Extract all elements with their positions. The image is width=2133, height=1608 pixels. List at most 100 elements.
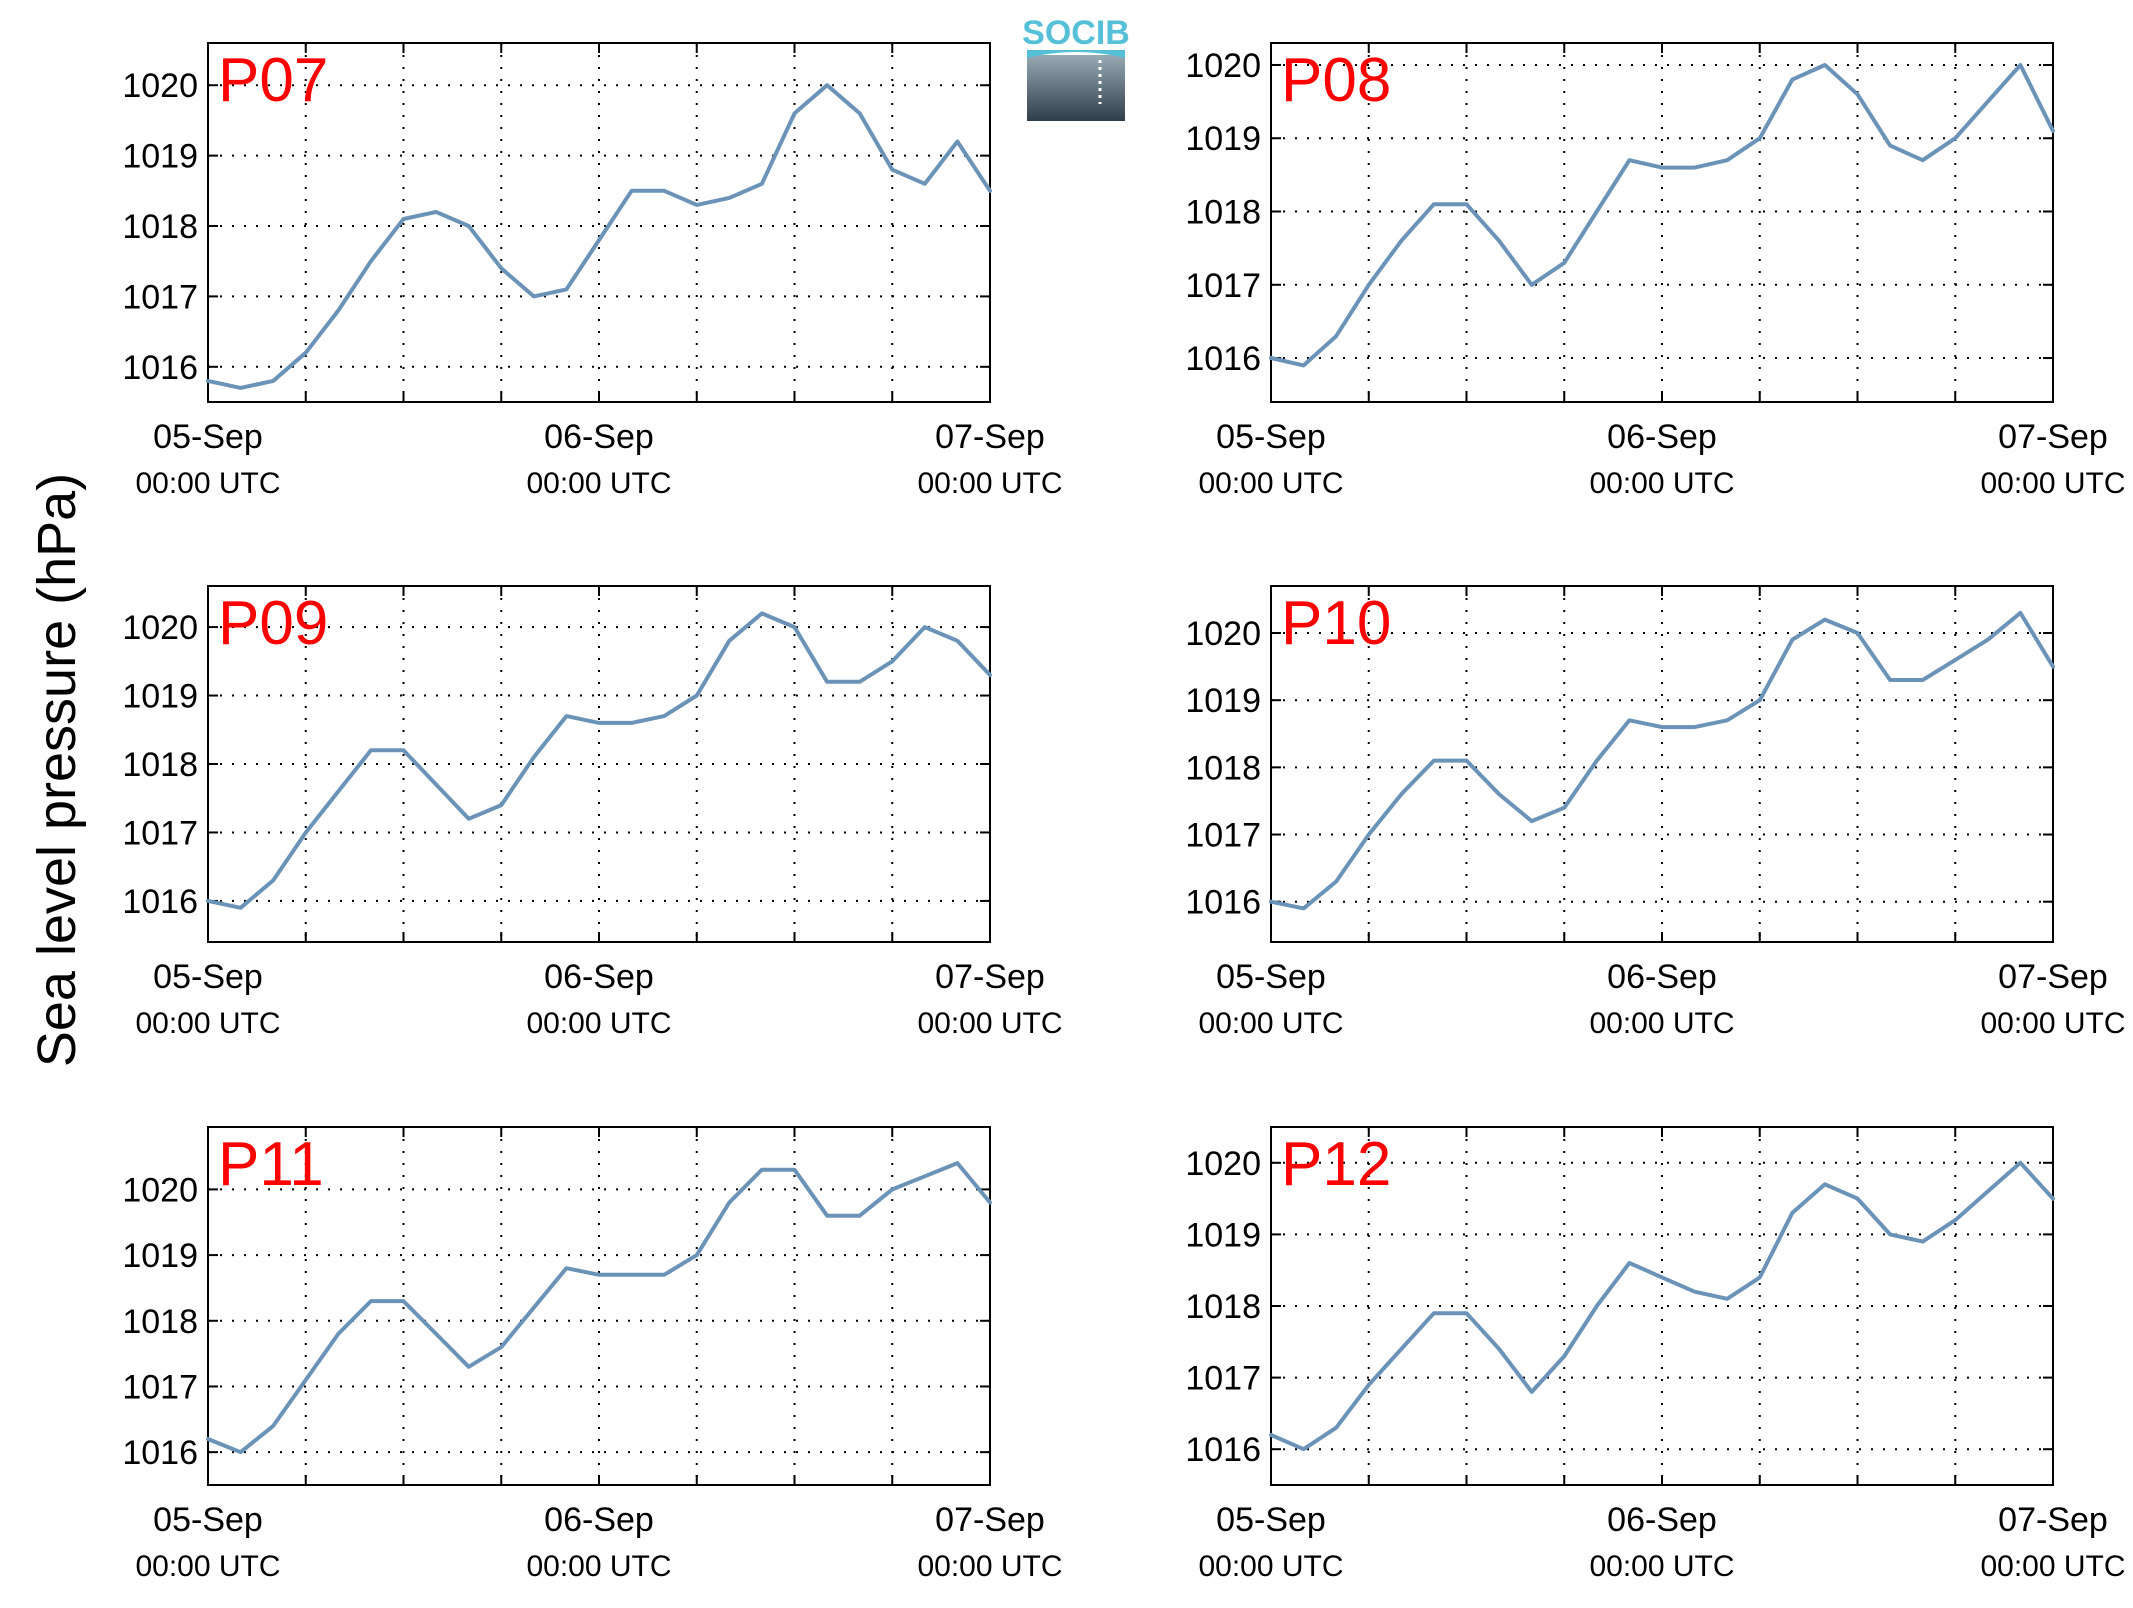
data-point <box>597 1273 601 1277</box>
data-point <box>1432 759 1436 763</box>
data-point <box>662 1273 666 1277</box>
data-point <box>1595 759 1599 763</box>
data-point <box>1888 1232 1892 1236</box>
y-tick-label: 1016 <box>122 1434 198 1472</box>
data-point <box>988 1201 992 1205</box>
panel-label: P12 <box>1281 1130 1391 1199</box>
data-point <box>695 203 699 207</box>
x-tick-label: 05-Sep <box>1216 1501 1326 1539</box>
x-tick-label: 06-Sep <box>544 958 654 996</box>
data-point <box>1953 136 1957 140</box>
data-point <box>1758 698 1762 702</box>
data-point <box>1627 718 1631 722</box>
data-point <box>2051 1197 2055 1201</box>
data-point <box>499 803 503 807</box>
data-point <box>1986 638 1990 642</box>
data-point <box>727 196 731 200</box>
data-point <box>1497 239 1501 243</box>
panel-label: P10 <box>1281 589 1391 658</box>
data-point <box>1269 900 1273 904</box>
x-tick-label: 05-Sep <box>153 1501 263 1539</box>
data-point <box>988 189 992 193</box>
data-point <box>467 817 471 821</box>
data-point <box>336 1332 340 1336</box>
y-axis-label: Sea level pressure (hPa) <box>27 473 87 1067</box>
data-point <box>1856 92 1859 96</box>
data-point <box>304 351 308 355</box>
y-tick-label: 1017 <box>1185 817 1261 855</box>
y-tick-label: 1020 <box>122 67 198 105</box>
data-point <box>499 266 503 270</box>
data-point <box>793 625 796 629</box>
data-point <box>1921 1240 1925 1244</box>
data-point <box>858 111 862 115</box>
data-point <box>564 1266 568 1270</box>
x-tick-sublabel: 00:00 UTC <box>917 1007 1062 1040</box>
data-point <box>1953 658 1957 662</box>
panel-label: P11 <box>218 1130 324 1199</box>
x-tick-label: 07-Sep <box>1998 418 2108 456</box>
x-tick-sublabel: 00:00 UTC <box>1980 1550 2125 1583</box>
data-point <box>532 294 536 298</box>
panel-label: P07 <box>218 46 328 115</box>
data-point <box>858 680 862 684</box>
y-tick-label: 1018 <box>122 746 198 784</box>
data-point <box>239 386 243 390</box>
data-point <box>1530 819 1534 823</box>
data-point <box>271 1424 275 1428</box>
data-point <box>1986 1189 1990 1193</box>
x-tick-sublabel: 00:00 UTC <box>1980 467 2125 500</box>
data-point <box>760 182 764 186</box>
data-point <box>1334 880 1338 884</box>
data-point <box>923 625 927 629</box>
data-point <box>1367 1383 1371 1387</box>
x-tick-label: 06-Sep <box>544 1501 654 1539</box>
data-point <box>1302 906 1306 910</box>
data-point <box>825 680 829 684</box>
data-point <box>1432 202 1436 206</box>
data-point <box>695 1253 699 1257</box>
data-point <box>1595 210 1599 214</box>
data-point <box>760 611 764 615</box>
data-point <box>532 755 536 759</box>
x-tick-sublabel: 00:00 UTC <box>1589 1007 1734 1040</box>
data-point <box>434 1332 438 1336</box>
data-point <box>239 906 243 910</box>
x-tick-sublabel: 00:00 UTC <box>135 1007 280 1040</box>
data-point <box>1269 356 1273 360</box>
x-tick-label: 07-Sep <box>935 418 1045 456</box>
data-point <box>988 673 992 677</box>
x-tick-label: 07-Sep <box>935 958 1045 996</box>
data-point <box>1660 725 1664 729</box>
data-point <box>499 1345 503 1349</box>
data-point <box>2051 129 2055 133</box>
data-point <box>369 748 373 752</box>
data-point <box>239 1450 243 1454</box>
y-tick-label: 1019 <box>122 678 198 716</box>
x-tick-sublabel: 00:00 UTC <box>917 1550 1062 1583</box>
data-point <box>1823 618 1827 622</box>
y-tick-label: 1020 <box>1185 1145 1261 1183</box>
data-point <box>1399 792 1403 796</box>
data-point <box>1432 1311 1436 1315</box>
panel-p10: 1016 1017 1018 1019 1020 05-Sep 00:00 UTC 06-Se… <box>1185 585 2126 1040</box>
data-point <box>695 694 699 698</box>
y-tick-label: 1016 <box>1185 340 1261 378</box>
data-point <box>1660 1275 1664 1279</box>
data-point <box>1530 283 1534 287</box>
x-tick-label: 05-Sep <box>153 418 263 456</box>
y-tick-label: 1016 <box>122 883 198 921</box>
data-point <box>402 1299 405 1303</box>
data-point <box>1693 1290 1697 1294</box>
data-point <box>890 1187 894 1191</box>
series-line <box>206 83 992 390</box>
data-point <box>532 1306 536 1310</box>
data-point <box>1693 725 1697 729</box>
data-point <box>1758 136 1762 140</box>
y-tick-label: 1019 <box>1185 120 1261 158</box>
data-point <box>825 83 829 87</box>
x-tick-label: 06-Sep <box>1607 418 1717 456</box>
data-point <box>1562 806 1566 810</box>
y-tick-label: 1019 <box>1185 1216 1261 1254</box>
